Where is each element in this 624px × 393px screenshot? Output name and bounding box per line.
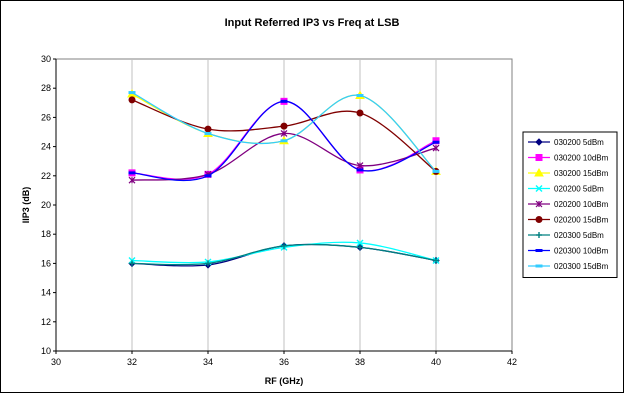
legend-label: 020200 5dBm xyxy=(554,185,604,194)
data-point xyxy=(281,242,287,249)
data-point xyxy=(356,168,364,172)
data-point xyxy=(356,109,364,117)
x-tick-label: 34 xyxy=(203,357,213,367)
legend-entry: 030200 10dBm xyxy=(528,154,609,163)
data-point xyxy=(432,144,440,152)
series-9 xyxy=(128,91,440,173)
legend-label: 020300 5dBm xyxy=(554,231,604,240)
data-point xyxy=(128,176,136,184)
marker-stroke xyxy=(535,185,543,192)
x-tick-label: 40 xyxy=(431,357,441,367)
chart-title: Input Referred IP3 vs Freq at LSB xyxy=(225,17,400,29)
plot-area: 10 12 14 16 18 20 22 24 26 28 30 30 32 34 36 38 40 42 xyxy=(41,54,517,367)
legend-marker xyxy=(535,249,543,252)
legend-label: 030200 10dBm xyxy=(554,154,609,163)
legend-entry: 030200 5dBm xyxy=(528,138,604,147)
legend-entry: 020300 10dBm xyxy=(528,247,609,256)
legend-marker xyxy=(534,167,544,177)
y-tick-label: 30 xyxy=(41,54,51,64)
legend-label: 030200 5dBm xyxy=(554,138,604,147)
data-point xyxy=(128,171,136,175)
series-7 xyxy=(129,242,439,267)
data-point xyxy=(204,125,212,133)
legend-marker xyxy=(535,185,543,192)
data-point xyxy=(280,139,288,143)
y-tick-label: 16 xyxy=(41,258,51,268)
y-tick-label: 18 xyxy=(41,229,51,239)
legend-marker xyxy=(535,200,543,208)
marker-stroke xyxy=(356,239,364,247)
legend-entry: 020200 5dBm xyxy=(528,185,604,194)
data-point xyxy=(433,257,439,264)
legend-entry: 020200 10dBm xyxy=(528,200,609,209)
y-tick-label: 12 xyxy=(41,317,51,327)
legend-entry: 020300 5dBm xyxy=(528,231,604,240)
data-point xyxy=(128,96,136,104)
data-point xyxy=(204,131,212,135)
data-point xyxy=(280,130,288,137)
legend-label: 020300 10dBm xyxy=(554,247,609,256)
y-tick-label: 10 xyxy=(41,346,51,356)
y-tick-label: 14 xyxy=(41,288,51,298)
x-tick-label: 36 xyxy=(279,357,289,367)
y-tick-label: 22 xyxy=(41,171,51,181)
legend-marker xyxy=(535,154,543,161)
legend-entry: 020300 15dBm xyxy=(528,262,609,271)
legend-marker xyxy=(535,216,543,223)
x-tick-label: 30 xyxy=(51,357,61,367)
legend-marker xyxy=(536,232,542,238)
y-tick-label: 26 xyxy=(41,112,51,122)
x-tick-label: 32 xyxy=(127,357,137,367)
data-point xyxy=(204,174,212,178)
data-point xyxy=(356,94,364,97)
y-tick-label: 24 xyxy=(41,142,51,152)
x-axis-label: RF (GHz) xyxy=(265,376,304,386)
legend-marker xyxy=(535,138,543,146)
legend-label: 020200 10dBm xyxy=(554,200,609,209)
data-point xyxy=(432,169,440,173)
legend-marker xyxy=(535,264,543,268)
legend-label: 020200 15dBm xyxy=(554,216,609,225)
y-tick-label: 28 xyxy=(41,83,51,93)
x-tick-label: 38 xyxy=(355,357,365,367)
data-point xyxy=(432,140,440,144)
data-point xyxy=(280,122,288,130)
data-point xyxy=(356,162,364,170)
legend: 030200 5dBm 030200 10dBm 030200 15dBm 02020… xyxy=(522,131,618,278)
data-point xyxy=(356,239,364,247)
data-point xyxy=(129,260,135,267)
data-point xyxy=(128,91,136,95)
x-tick-label: 42 xyxy=(507,357,517,367)
y-tick-label: 20 xyxy=(41,200,51,210)
data-point xyxy=(205,260,211,267)
series-8 xyxy=(128,99,440,182)
legend-label: 030200 15dBm xyxy=(554,169,609,178)
legend-entry: 030200 15dBm xyxy=(528,167,609,178)
legend-label: 020300 15dBm xyxy=(554,262,609,271)
data-point xyxy=(357,244,363,251)
legend-entry: 020200 15dBm xyxy=(528,216,609,225)
data-point xyxy=(280,99,288,103)
y-axis-label: IIP3 (dB) xyxy=(21,187,31,224)
